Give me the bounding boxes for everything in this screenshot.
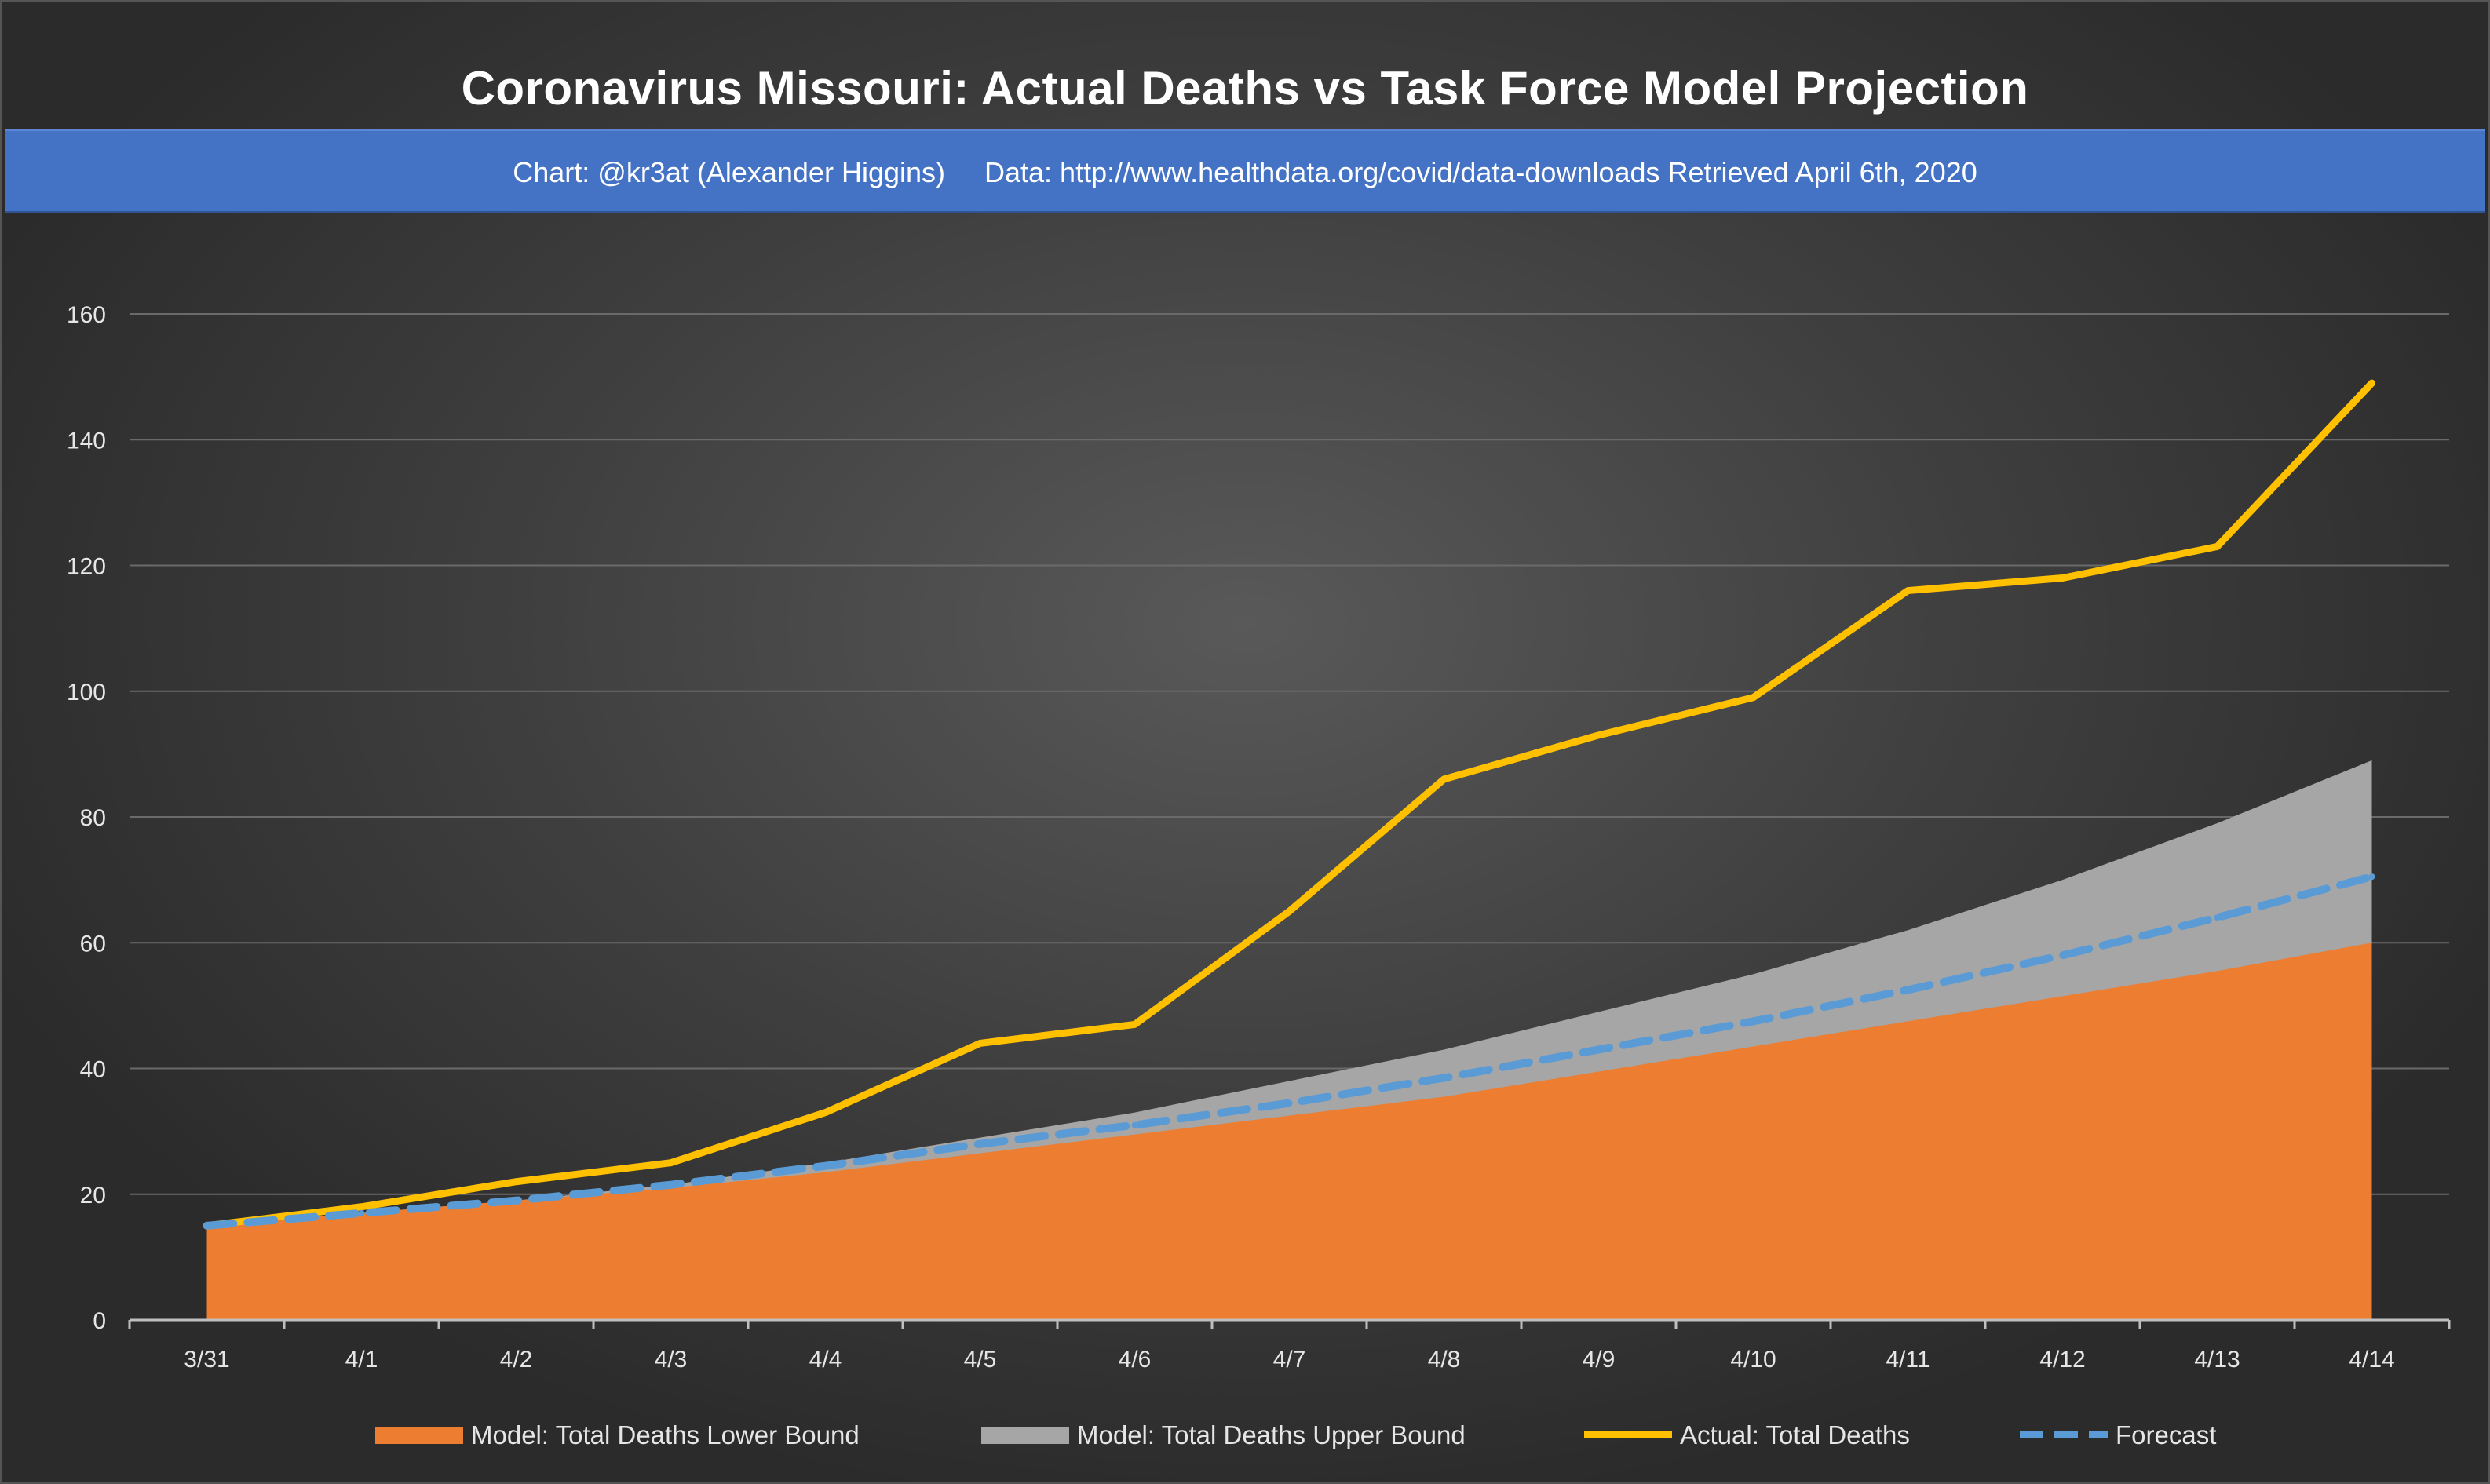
legend-upper-bound-swatch bbox=[981, 1427, 1069, 1444]
legend-lower-bound-swatch bbox=[375, 1427, 463, 1444]
legend-upper-bound-label: Model: Total Deaths Upper Bound bbox=[1077, 1420, 1466, 1449]
x-tick-label: 4/14 bbox=[2349, 1347, 2394, 1373]
point-forecast bbox=[2368, 873, 2375, 881]
x-tick-label: 4/12 bbox=[2039, 1347, 2085, 1373]
x-tick-label: 4/4 bbox=[809, 1347, 842, 1373]
point-forecast bbox=[513, 1197, 520, 1204]
y-tick-label: 40 bbox=[80, 1057, 106, 1083]
point-forecast bbox=[2059, 952, 2066, 959]
y-tick-label: 100 bbox=[67, 680, 106, 706]
x-tick-label: 4/6 bbox=[1119, 1347, 1152, 1373]
point-actual bbox=[2368, 380, 2375, 387]
y-tick-label: 160 bbox=[67, 302, 106, 328]
area-lower-bound bbox=[206, 943, 2372, 1320]
x-tick-label: 4/9 bbox=[1583, 1347, 1616, 1373]
point-forecast bbox=[1131, 1121, 1138, 1128]
point-actual bbox=[977, 1040, 984, 1047]
point-forecast bbox=[977, 1140, 984, 1147]
point-forecast bbox=[1904, 986, 1911, 994]
point-actual bbox=[667, 1159, 674, 1166]
x-tick-label: 4/7 bbox=[1273, 1347, 1306, 1373]
point-forecast bbox=[1440, 1074, 1448, 1081]
x-tick-label: 3/31 bbox=[184, 1347, 229, 1373]
point-forecast bbox=[1750, 1018, 1757, 1025]
point-actual bbox=[1131, 1021, 1138, 1028]
subtitle-band: Chart: @kr3at (Alexander Higgins) Data: … bbox=[5, 129, 2485, 213]
point-forecast bbox=[2214, 914, 2221, 921]
tick-labels: 0 20 40 60 80 100 120 140 160 3/31 4/1 4/2 4/3 4/4 4/5… bbox=[67, 302, 2395, 1373]
point-actual bbox=[2214, 543, 2221, 550]
legend-actual-label: Actual: Total Deaths bbox=[1680, 1420, 1910, 1449]
legend-lower-bound-label: Model: Total Deaths Lower Bound bbox=[471, 1420, 860, 1449]
point-actual bbox=[1595, 731, 1602, 738]
point-actual bbox=[513, 1178, 520, 1185]
point-actual bbox=[1750, 694, 1757, 701]
point-actual bbox=[1440, 775, 1448, 782]
point-forecast bbox=[203, 1222, 210, 1229]
point-forecast bbox=[667, 1181, 674, 1188]
chart-subtitle: Chart: @kr3at (Alexander Higgins) Data: … bbox=[513, 156, 1977, 188]
x-tick-label: 4/2 bbox=[500, 1347, 533, 1373]
point-forecast bbox=[358, 1209, 365, 1216]
area-series bbox=[206, 760, 2372, 1320]
point-forecast bbox=[822, 1162, 829, 1169]
y-tick-label: 60 bbox=[80, 931, 106, 957]
x-tick-label: 4/11 bbox=[1886, 1347, 1930, 1373]
y-tick-label: 120 bbox=[67, 554, 106, 580]
x-tick-label: 4/13 bbox=[2194, 1347, 2240, 1373]
legend-forecast-label: Forecast bbox=[2116, 1420, 2216, 1449]
line-series bbox=[203, 379, 2376, 1230]
x-tick-label: 4/1 bbox=[345, 1347, 378, 1373]
x-tick-label: 4/5 bbox=[964, 1347, 997, 1373]
point-forecast bbox=[1286, 1099, 1293, 1107]
axes bbox=[128, 1318, 2451, 1329]
y-tick-label: 0 bbox=[93, 1308, 106, 1334]
x-tick-label: 4/10 bbox=[1730, 1347, 1776, 1373]
point-actual bbox=[1904, 587, 1911, 594]
legend: Model: Total Deaths Lower Bound Model: To… bbox=[375, 1420, 2216, 1449]
point-actual bbox=[2059, 574, 2066, 582]
point-actual bbox=[1286, 908, 1293, 915]
point-forecast bbox=[1595, 1046, 1602, 1053]
chart-title: Coronavirus Missouri: Actual Deaths vs T… bbox=[461, 62, 2029, 115]
x-tick-label: 4/8 bbox=[1428, 1347, 1461, 1373]
y-tick-label: 20 bbox=[80, 1183, 106, 1209]
y-tick-label: 140 bbox=[67, 428, 106, 454]
x-tick-label: 4/3 bbox=[655, 1347, 688, 1373]
y-tick-label: 80 bbox=[80, 805, 106, 831]
point-actual bbox=[358, 1203, 365, 1210]
point-actual bbox=[822, 1109, 829, 1116]
